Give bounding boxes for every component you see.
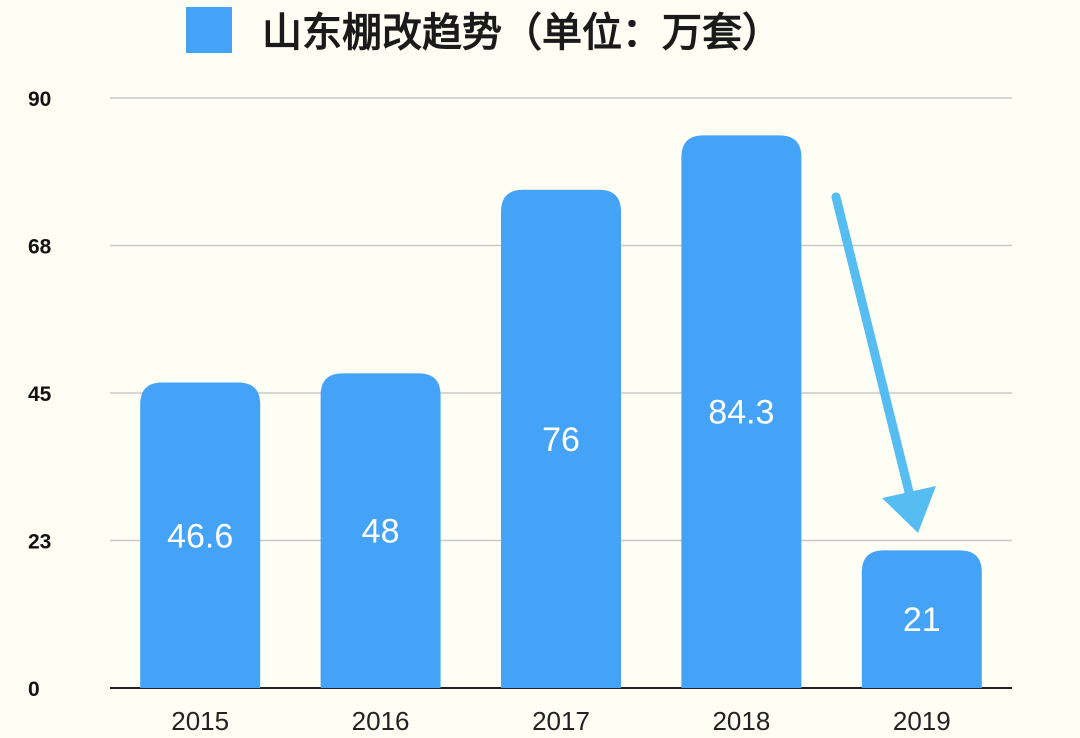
data-labels: 46.6 48 76 84.3 21 [167,394,941,639]
x-tick-label-2015: 2015 [171,706,229,736]
x-tick-label-2016: 2016 [352,706,410,736]
data-label-2017: 76 [542,421,580,459]
x-tick-label-2017: 2017 [532,706,590,736]
arrow-shaft [831,192,914,497]
x-axis: 2015 2016 2017 2018 2019 [171,706,950,736]
legend: 山东棚改趋势（单位：万套） [186,7,782,56]
y-tick-label: 90 [28,88,51,111]
bar-2017 [501,189,621,688]
data-label-2019: 21 [903,601,941,639]
arrow-head [882,486,936,533]
x-tick-label-2019: 2019 [893,706,951,736]
y-tick-label: 68 [28,236,52,259]
chart-title: 山东棚改趋势（单位：万套） [262,10,782,56]
y-tick-label: 0 [28,678,40,701]
y-tick-label: 45 [28,383,52,406]
x-tick-label-2018: 2018 [712,706,770,736]
bar-2019 [861,550,982,688]
bars [140,135,982,688]
y-axis: 0 23 45 68 90 [28,88,52,701]
data-label-2015: 46.6 [167,517,233,555]
y-tick-label: 23 [28,531,51,554]
downward-arrow-annotation [831,192,936,533]
legend-swatch [186,7,232,53]
bar-2018 [681,135,802,688]
bar-2015 [140,382,261,688]
data-label-2016: 48 [362,513,400,551]
bar-2016 [320,373,441,688]
data-label-2018: 84.3 [708,394,774,432]
